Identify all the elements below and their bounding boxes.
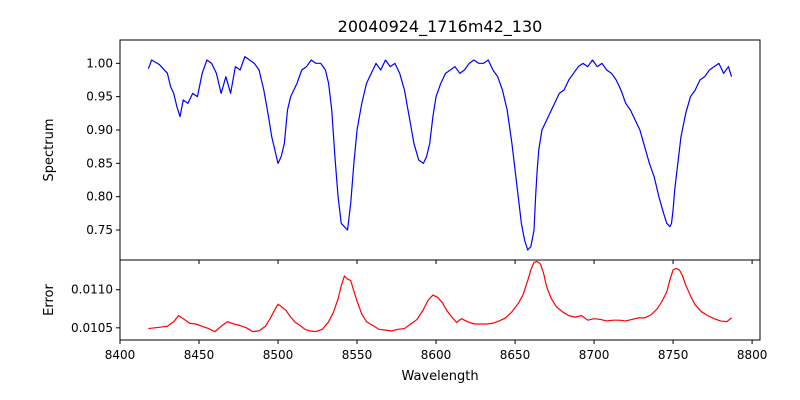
top-y-tick-label: 0.85: [86, 156, 113, 170]
bottom-x-tick-label: 8550: [342, 348, 373, 362]
bottom-y-tick-label: 0.0105: [71, 321, 113, 335]
bottom-x-tick-label: 8600: [421, 348, 452, 362]
bottom-x-tick-label: 8800: [737, 348, 768, 362]
bottom-x-tick-label: 8400: [105, 348, 136, 362]
top-chart-title: 20040924_1716m42_130: [338, 17, 543, 37]
bottom-x-tick-label: 8650: [500, 348, 531, 362]
bottom-x-tick-label: 8700: [579, 348, 610, 362]
x-axis-label: Wavelength: [401, 369, 478, 384]
bottom-plot: 0.0105 0.0110 8400 8450 8500 8550 8600 8650 8700…: [71, 259, 768, 362]
bottom-x-tick-label: 8500: [263, 348, 294, 362]
bottom-plot-frame: [119, 259, 761, 341]
bottom-x-tick-label: 8750: [658, 348, 689, 362]
bottom-x-tick-label: 8450: [184, 348, 215, 362]
bottom-y-axis-label: Error: [42, 284, 57, 316]
bottom-series-line-0: [148, 260, 732, 333]
top-y-tick-label: 0.90: [86, 123, 113, 137]
top-y-tick-label: 1.00: [86, 56, 113, 70]
top-series-line-0: [147, 56, 733, 251]
top-y-tick-label: 0.75: [86, 223, 113, 237]
bottom-y-tick-label: 0.0110: [71, 283, 113, 297]
top-y-tick-label: 0.95: [86, 90, 113, 104]
top-y-tick-label: 0.80: [86, 190, 113, 204]
top-y-axis-label: Spectrum: [42, 119, 57, 182]
